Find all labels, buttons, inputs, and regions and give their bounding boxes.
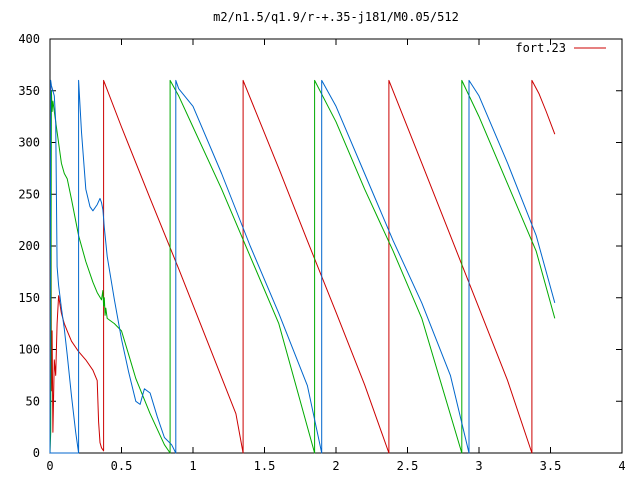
x-tick-label: 2.5: [397, 459, 419, 473]
x-tick-label: 1.5: [254, 459, 276, 473]
y-tick-label: 0: [33, 446, 40, 460]
plot-frame: [49, 38, 623, 454]
y-tick-label: 300: [18, 136, 40, 150]
legend: fort.23: [515, 41, 606, 55]
x-tick-label: 1: [189, 459, 196, 473]
legend-label: fort.23: [515, 41, 566, 55]
y-tick-label: 250: [18, 187, 40, 201]
axis-ticks: 0 0.5 1 1.5 2 2.5 3 3.5 4 0 50 100 150 200 250 300 350 40…: [18, 32, 625, 473]
series-line-3: [49, 79, 556, 454]
y-tick-label: 50: [26, 394, 40, 408]
y-tick-label: 150: [18, 291, 40, 305]
y-tick-label: 100: [18, 343, 40, 357]
y-tick-label: 400: [18, 32, 40, 46]
x-tick-label: 3: [475, 459, 482, 473]
y-tick-label: 350: [18, 84, 40, 98]
y-tick-label: 200: [18, 239, 40, 253]
x-tick-label: 0.5: [111, 459, 133, 473]
chart-title: m2/n1.5/q1.9/r-+.35-j181/M0.05/512: [213, 10, 459, 24]
series-line-1: [49, 79, 556, 454]
x-tick-label: 3.5: [540, 459, 562, 473]
x-tick-label: 4: [618, 459, 625, 473]
x-tick-label: 2: [332, 459, 339, 473]
series-line-2: [49, 79, 556, 454]
series-layer: [49, 79, 556, 454]
x-tick-label: 0: [46, 459, 53, 473]
